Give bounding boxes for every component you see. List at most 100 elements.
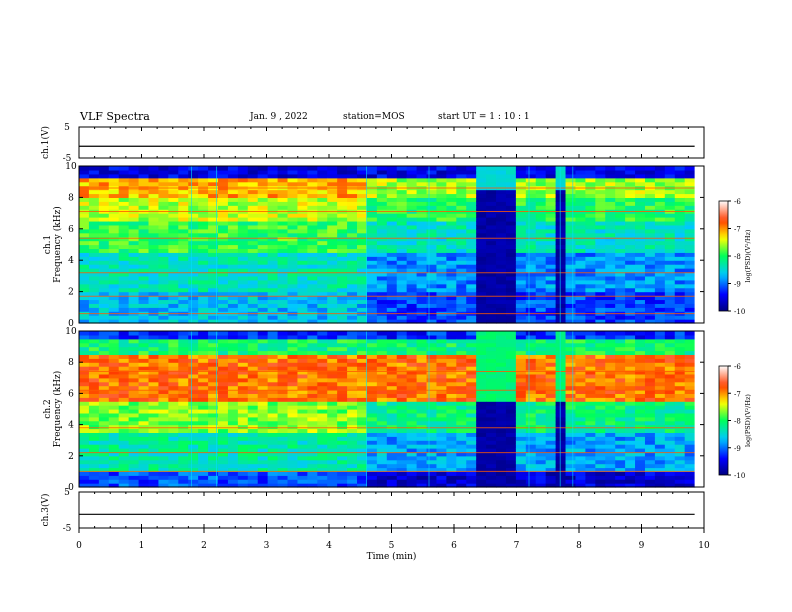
spectrogram-cell bbox=[267, 338, 279, 344]
spectrogram-cell bbox=[396, 342, 408, 348]
spectrogram-cell bbox=[615, 463, 626, 469]
spectrogram-cell bbox=[98, 358, 110, 363]
spectrogram-cell bbox=[158, 389, 169, 394]
spectrogram-cell bbox=[178, 432, 189, 437]
spectrogram-cell bbox=[684, 213, 696, 218]
spectrogram-cell bbox=[376, 475, 388, 480]
spectrogram-cell bbox=[515, 331, 527, 336]
spectrogram-cell bbox=[237, 319, 249, 324]
spectrogram-cell bbox=[535, 244, 547, 250]
spectrogram-cell bbox=[237, 338, 249, 344]
spectrogram-cell bbox=[88, 224, 100, 230]
spectrogram-cell bbox=[664, 467, 676, 472]
spectrogram-cell bbox=[366, 409, 378, 414]
spectrogram-cell bbox=[585, 248, 596, 253]
spectrogram-cell bbox=[158, 432, 169, 437]
spectrogram-cell bbox=[98, 217, 110, 222]
spectrogram-cell bbox=[267, 451, 279, 457]
spectrogram-cell bbox=[545, 381, 557, 387]
spectrogram-cell bbox=[227, 291, 239, 297]
spectrogram-cell bbox=[426, 440, 438, 445]
spectrogram-cell bbox=[446, 393, 457, 398]
spectrogram-cell bbox=[635, 189, 646, 195]
spectrogram-cell bbox=[446, 373, 457, 379]
spectrogram-cell bbox=[357, 166, 368, 171]
spectrogram-cell bbox=[496, 236, 507, 242]
spectrogram-cell bbox=[317, 409, 328, 414]
spectrogram-cell bbox=[128, 459, 140, 465]
spectrogram-cell bbox=[337, 420, 348, 426]
spectrogram-cell bbox=[227, 201, 239, 206]
spectrogram-cell bbox=[505, 409, 517, 414]
spectrogram-cell bbox=[188, 479, 199, 484]
spectrogram-cell bbox=[585, 385, 596, 391]
spectrogram-cell bbox=[257, 260, 269, 265]
spectrogram-cell bbox=[317, 350, 328, 355]
spectrogram-cell bbox=[376, 393, 388, 398]
spectrogram-cell bbox=[168, 428, 179, 433]
spectrogram-cell bbox=[476, 475, 487, 480]
spectrogram-cell bbox=[535, 264, 547, 269]
spectrogram-cell bbox=[366, 275, 378, 281]
spectrogram-cell bbox=[625, 354, 636, 359]
spectrogram-cell bbox=[644, 471, 656, 476]
spectrogram-cell bbox=[585, 236, 596, 242]
spectrogram-cell bbox=[664, 428, 676, 433]
spectrogram-cell bbox=[496, 459, 507, 465]
spectrogram-cell bbox=[168, 459, 179, 465]
spectrogram-cell bbox=[118, 279, 130, 285]
spectrogram-cell bbox=[307, 291, 318, 297]
spectrogram-cell bbox=[237, 213, 249, 218]
spectrogram-cell bbox=[208, 295, 219, 301]
spectrogram-cell bbox=[456, 334, 467, 340]
spectrogram-cell bbox=[297, 279, 308, 285]
spectrogram-cell bbox=[257, 252, 269, 257]
spectrogram-cell bbox=[565, 173, 577, 179]
spectrogram-cell bbox=[317, 479, 328, 484]
spectrogram-cell bbox=[98, 264, 110, 269]
spectrogram-cell bbox=[635, 436, 646, 441]
spectrogram-cell bbox=[79, 448, 90, 453]
spectrogram-cell bbox=[535, 240, 547, 246]
spectrogram-cell bbox=[654, 252, 666, 257]
spectrogram-cell bbox=[79, 483, 90, 488]
spectrogram-cell bbox=[376, 463, 388, 469]
spectrogram-cell bbox=[366, 362, 378, 367]
spectrogram-cell bbox=[684, 319, 696, 324]
spectrogram-cell bbox=[317, 436, 328, 441]
spectrogram-cell bbox=[396, 479, 408, 484]
spectrogram-cell bbox=[347, 173, 358, 179]
spectrogram-cell bbox=[208, 283, 219, 289]
spectrogram-cell bbox=[386, 315, 398, 320]
spectrogram-cell bbox=[595, 173, 606, 179]
spectrogram-cell bbox=[79, 338, 90, 344]
spectrogram-cell bbox=[436, 366, 447, 371]
spectrogram-cell bbox=[684, 197, 696, 202]
spectrogram-cell bbox=[515, 420, 527, 426]
spectrogram-cell bbox=[386, 455, 398, 461]
spectrogram-cell bbox=[396, 451, 408, 457]
spectrogram-cell bbox=[545, 213, 557, 218]
spectrogram-cell bbox=[595, 448, 606, 453]
spectrogram-cell bbox=[277, 366, 289, 371]
spectrogram-cell bbox=[615, 260, 626, 265]
spectrogram-cell bbox=[525, 424, 537, 430]
spectrogram-cell bbox=[615, 405, 626, 410]
spectrogram-cell bbox=[565, 455, 577, 461]
spectrogram-cell bbox=[446, 169, 457, 175]
spectrogram-cell bbox=[138, 236, 150, 242]
spectrogram-cell bbox=[505, 232, 517, 238]
spectrogram-cell bbox=[337, 287, 348, 293]
spectrogram-cell bbox=[625, 362, 636, 367]
spectrogram-cell bbox=[218, 467, 229, 472]
spectrogram-cell bbox=[416, 177, 428, 183]
spectrogram-cell bbox=[198, 366, 209, 371]
spectrogram-cell bbox=[446, 244, 457, 250]
spectrogram-cell bbox=[366, 370, 378, 375]
spectrogram-cell bbox=[615, 389, 626, 394]
spectrogram-cell bbox=[575, 197, 587, 202]
spectrogram-cell bbox=[297, 362, 308, 367]
spectrogram-cell bbox=[337, 451, 348, 457]
spectrogram-cell bbox=[635, 319, 646, 324]
spectrogram-cell bbox=[337, 295, 348, 301]
